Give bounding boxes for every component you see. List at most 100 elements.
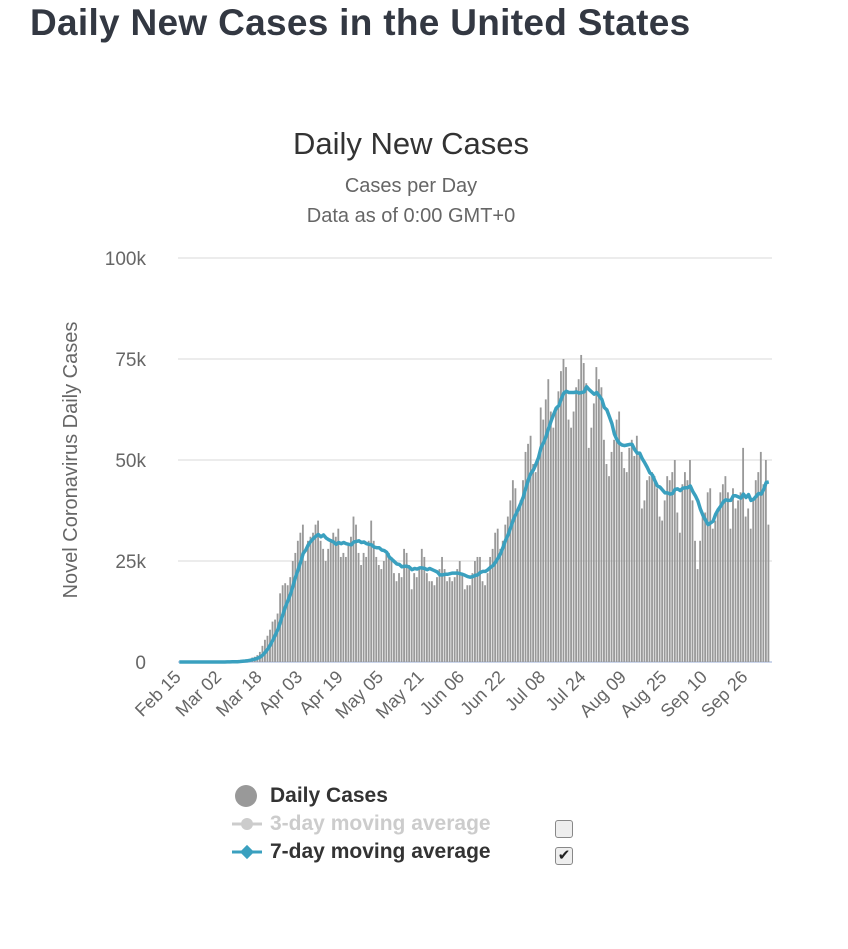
daily-case-bar[interactable]	[494, 532, 497, 662]
daily-case-bar[interactable]	[565, 367, 567, 662]
daily-case-bar[interactable]	[337, 528, 340, 662]
daily-case-bar[interactable]	[620, 451, 623, 662]
daily-case-bar[interactable]	[719, 492, 722, 662]
daily-case-bar[interactable]	[307, 540, 309, 662]
daily-case-bar[interactable]	[428, 581, 431, 662]
daily-case-bar[interactable]	[423, 556, 426, 662]
daily-case-bar[interactable]	[603, 439, 605, 662]
daily-case-bar[interactable]	[587, 447, 590, 662]
daily-case-bar[interactable]	[342, 552, 345, 662]
daily-case-bar[interactable]	[582, 363, 585, 662]
daily-case-bar[interactable]	[613, 439, 615, 662]
daily-case-bar[interactable]	[466, 585, 469, 662]
daily-case-bar[interactable]	[398, 573, 400, 662]
daily-case-bar[interactable]	[529, 435, 532, 662]
daily-case-bar[interactable]	[517, 512, 519, 662]
daily-case-bar[interactable]	[600, 387, 603, 662]
daily-case-bar[interactable]	[595, 367, 598, 662]
daily-case-bar[interactable]	[506, 516, 509, 662]
daily-case-bar[interactable]	[317, 520, 319, 662]
daily-case-bar[interactable]	[334, 536, 337, 662]
daily-case-bar[interactable]	[729, 528, 732, 662]
daily-case-bar[interactable]	[562, 359, 565, 662]
daily-case-bar[interactable]	[580, 354, 583, 662]
daily-case-bar[interactable]	[385, 552, 388, 662]
daily-case-bar[interactable]	[694, 540, 696, 662]
daily-case-bar[interactable]	[436, 577, 438, 662]
daily-case-bar[interactable]	[451, 581, 454, 662]
daily-case-bar[interactable]	[704, 512, 707, 662]
daily-case-bar[interactable]	[527, 443, 529, 662]
daily-case-bar[interactable]	[744, 516, 747, 662]
daily-case-bar[interactable]	[747, 508, 750, 662]
daily-case-bar[interactable]	[329, 540, 332, 662]
daily-case-bar[interactable]	[668, 480, 671, 662]
daily-case-bar[interactable]	[294, 552, 297, 662]
daily-case-bar[interactable]	[537, 455, 540, 662]
daily-case-bar[interactable]	[549, 411, 552, 662]
daily-case-bar[interactable]	[567, 419, 570, 662]
daily-case-bar[interactable]	[625, 472, 628, 662]
daily-case-bar[interactable]	[431, 581, 433, 662]
daily-case-bar[interactable]	[686, 480, 689, 662]
daily-case-bar[interactable]	[767, 524, 770, 662]
daily-case-bar[interactable]	[425, 573, 428, 662]
daily-case-bar[interactable]	[499, 548, 502, 662]
daily-case-bar[interactable]	[415, 577, 418, 662]
daily-case-bar[interactable]	[504, 524, 507, 662]
daily-case-bar[interactable]	[289, 577, 292, 662]
daily-case-bar[interactable]	[671, 472, 674, 662]
daily-case-bar[interactable]	[456, 569, 459, 662]
daily-case-bar[interactable]	[605, 464, 608, 662]
daily-case-bar[interactable]	[446, 581, 449, 662]
daily-case-bar[interactable]	[762, 484, 765, 662]
daily-case-bar[interactable]	[519, 500, 522, 662]
daily-case-bar[interactable]	[413, 573, 416, 662]
daily-case-bar[interactable]	[377, 565, 380, 662]
daily-case-bar[interactable]	[547, 379, 550, 662]
daily-case-bar[interactable]	[714, 520, 717, 662]
daily-case-bar[interactable]	[544, 399, 547, 662]
daily-case-bar[interactable]	[640, 508, 643, 662]
daily-case-bar[interactable]	[676, 512, 679, 662]
daily-case-bar[interactable]	[552, 427, 555, 662]
daily-case-bar[interactable]	[560, 371, 562, 662]
daily-case-bar[interactable]	[360, 565, 362, 662]
daily-case-bar[interactable]	[534, 472, 537, 662]
daily-case-bar[interactable]	[438, 569, 441, 662]
daily-case-bar[interactable]	[524, 451, 527, 662]
daily-case-bar[interactable]	[557, 391, 560, 662]
daily-case-bar[interactable]	[684, 472, 686, 662]
daily-case-bar[interactable]	[312, 532, 314, 662]
daily-case-bar[interactable]	[570, 427, 572, 662]
daily-case-bar[interactable]	[661, 520, 664, 662]
daily-case-bar[interactable]	[486, 573, 489, 662]
daily-case-bar[interactable]	[382, 561, 385, 662]
daily-case-bar[interactable]	[532, 464, 535, 662]
daily-case-bar[interactable]	[663, 500, 666, 662]
daily-case-bar[interactable]	[691, 500, 694, 662]
daily-case-bar[interactable]	[648, 476, 651, 662]
daily-case-bar[interactable]	[408, 565, 411, 662]
daily-case-bar[interactable]	[522, 480, 524, 662]
daily-case-bar[interactable]	[737, 500, 739, 662]
daily-case-bar[interactable]	[405, 552, 408, 662]
daily-case-bar[interactable]	[355, 524, 357, 662]
daily-case-bar[interactable]	[610, 451, 613, 662]
daily-case-bar[interactable]	[375, 556, 378, 662]
daily-case-bar[interactable]	[395, 581, 398, 662]
daily-case-bar[interactable]	[577, 379, 580, 662]
daily-case-bar[interactable]	[276, 613, 279, 662]
daily-case-bar[interactable]	[734, 508, 737, 662]
daily-case-bar[interactable]	[585, 383, 588, 662]
daily-case-bar[interactable]	[458, 561, 461, 662]
daily-case-bar[interactable]	[678, 532, 681, 662]
daily-case-bar[interactable]	[597, 379, 600, 662]
daily-case-bar[interactable]	[732, 488, 734, 662]
daily-case-bar[interactable]	[501, 540, 504, 662]
daily-case-bar[interactable]	[479, 556, 481, 662]
daily-case-bar[interactable]	[476, 556, 479, 662]
daily-case-bar[interactable]	[681, 484, 684, 662]
daily-case-bar[interactable]	[319, 540, 322, 662]
daily-case-bar[interactable]	[542, 419, 545, 662]
